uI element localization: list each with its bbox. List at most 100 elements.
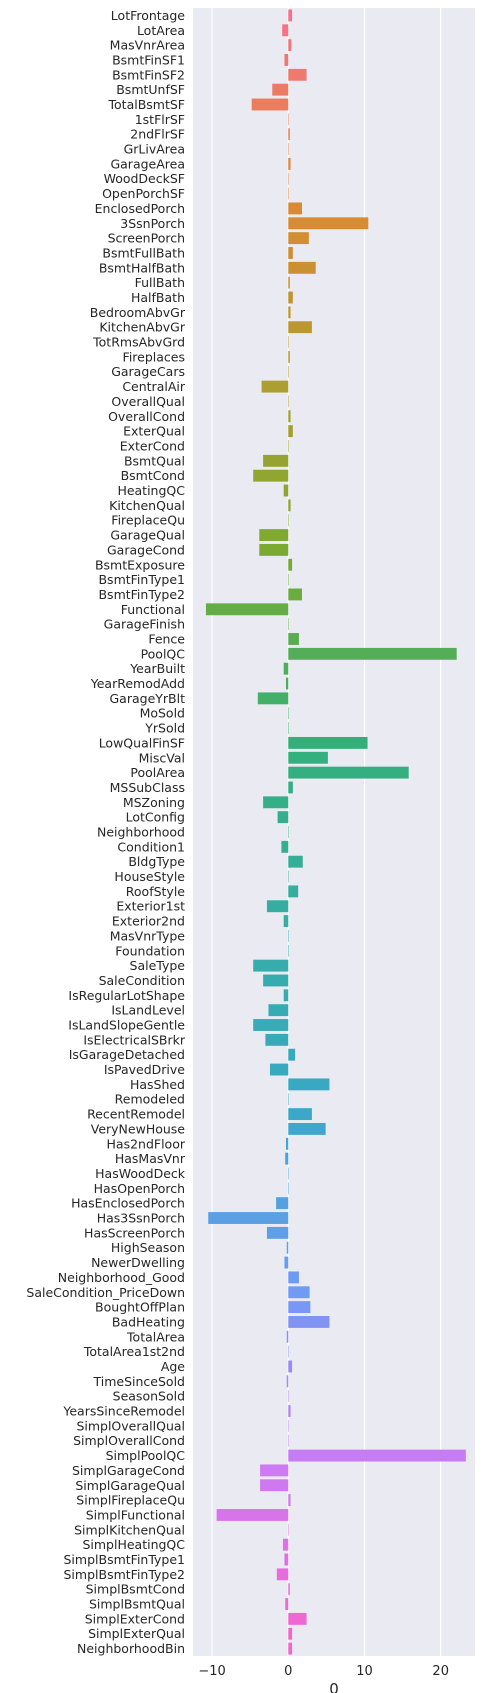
y-tick-label: Age: [161, 1359, 185, 1374]
y-tick-label: BadHeating: [112, 1314, 185, 1329]
bar-GarageFinish: [288, 618, 289, 631]
y-tick-label: PoolArea: [130, 765, 185, 780]
bar-BsmtFinType1: [288, 573, 289, 586]
bar-SimplBsmtQual: [285, 1598, 289, 1610]
bar-SimplFireplaceQu: [288, 1494, 291, 1507]
bar-BsmtFinSF1: [284, 54, 289, 66]
bar-OverallCond: [288, 410, 291, 423]
y-tick-label: SaleCondition: [99, 973, 185, 988]
y-tick-label: HasMasVnr: [115, 1151, 186, 1166]
y-tick-label: YearsSinceRemodel: [62, 1404, 185, 1419]
y-tick-label: IsPavedDrive: [104, 1062, 185, 1077]
y-tick-label: TimeSinceSold: [93, 1374, 185, 1389]
bar-Exterior1st: [266, 900, 289, 913]
bar-Has2ndFloor: [285, 1137, 289, 1150]
bar-GarageQual: [259, 529, 289, 542]
bar-TotalArea1st2nd: [288, 1345, 289, 1358]
bar-Remodeled: [288, 1093, 289, 1106]
x-tick-label: −10: [198, 1664, 225, 1679]
y-tick-label: IsRegularLotShape: [68, 988, 185, 1003]
y-tick-label: SimplHeatingQC: [82, 1537, 185, 1552]
bar-HasMasVnr: [285, 1152, 289, 1165]
bar-TotRmsAbvGrd: [288, 336, 289, 348]
bar-MiscVal: [288, 751, 328, 764]
y-tick-label: Condition1: [117, 839, 185, 854]
bar-HasOpenPorch: [288, 1182, 289, 1195]
bar-Neighborhood: [288, 826, 289, 838]
bar-Fireplaces: [288, 350, 290, 363]
bar-MSSubClass: [288, 781, 293, 794]
bar-Neighborhood_Good: [288, 1271, 299, 1284]
y-tick-label: MSSubClass: [110, 780, 185, 795]
y-tick-label: Foundation: [115, 943, 185, 958]
y-tick-label: KitchenAbvGr: [99, 320, 186, 335]
bar-MasVnrType: [288, 929, 289, 942]
bar-SimplExterCond: [288, 1612, 307, 1625]
bar-HasScreenPorch: [266, 1226, 289, 1239]
y-tick-label: BoughtOffPlan: [95, 1300, 185, 1315]
bar-Age: [288, 1360, 293, 1373]
y-tick-label: 2ndFlrSF: [130, 127, 185, 142]
bar-BsmtFinType2: [288, 588, 302, 601]
bar-FullBath: [288, 276, 290, 289]
bar-HasShed: [288, 1078, 330, 1091]
y-tick-label: SimplGarageQual: [75, 1478, 185, 1493]
y-tick-label: BsmtHalfBath: [99, 260, 185, 275]
y-tick-label: SimplFunctional: [86, 1507, 185, 1522]
bar-Foundation: [288, 944, 289, 957]
y-tick-label: RoofStyle: [126, 884, 186, 899]
y-tick-label: OpenPorchSF: [102, 186, 185, 201]
bar-IsLandLevel: [268, 1004, 289, 1017]
y-tick-label: GarageQual: [110, 528, 185, 543]
bar-SimplBsmtCond: [288, 1583, 290, 1596]
y-tick-label: LotFrontage: [111, 8, 186, 23]
y-tick-label: 3SsnPorch: [120, 216, 185, 231]
y-tick-label: BsmtFinType2: [98, 587, 185, 602]
bar-SimplKitchenQual: [288, 1523, 289, 1536]
bar-OverallQual: [288, 395, 289, 408]
y-tick-label: SimplOverallCond: [73, 1433, 185, 1448]
bar-BsmtFullBath: [288, 247, 293, 259]
y-tick-label: TotRmsAbvGrd: [92, 335, 185, 350]
y-tick-label: SimplExterQual: [88, 1626, 185, 1641]
y-tick-label: HasOpenPorch: [94, 1181, 185, 1196]
bar-3SsnPorch: [288, 217, 369, 230]
y-tick-label: MoSold: [140, 706, 185, 721]
y-tick-label: BedroomAbvGr: [90, 305, 186, 320]
bar-SimplOverallCond: [288, 1434, 289, 1447]
y-tick-label: IsElectricalSBrkr: [83, 1032, 186, 1047]
y-tick-label: Functional: [121, 602, 185, 617]
bar-NewerDwelling: [284, 1256, 289, 1269]
y-tick-label: RecentRemodel: [87, 1107, 185, 1122]
bar-Has3SsnPorch: [208, 1212, 289, 1224]
bar-SimplPoolQC: [288, 1449, 466, 1462]
y-tick-label: IsGarageDetached: [69, 1047, 185, 1062]
bar-GarageYrBlt: [257, 692, 289, 705]
y-tick-label: Remodeled: [115, 1092, 185, 1107]
bar-BsmtCond: [253, 469, 289, 482]
y-tick-label: EnclosedPorch: [95, 201, 185, 216]
y-tick-label: BsmtCond: [121, 468, 185, 483]
bar-HalfBath: [288, 291, 293, 304]
y-tick-label: HighSeason: [111, 1240, 185, 1255]
bar-SaleCondition_PriceDown: [288, 1286, 310, 1299]
bar-GrLivArea: [288, 143, 289, 155]
bar-SimplHeatingQC: [282, 1538, 289, 1551]
bar-HouseStyle: [288, 870, 289, 883]
plot-area: [193, 8, 475, 1656]
x-axis-label: 0: [329, 1680, 339, 1693]
y-tick-label: HasWoodDeck: [95, 1166, 186, 1181]
y-tick-label: FireplaceQu: [111, 513, 185, 528]
bar-TimeSinceSold: [286, 1375, 289, 1388]
bar-BsmtUnfSF: [272, 83, 289, 96]
x-tick-label: 20: [432, 1664, 449, 1679]
y-tick-label: GarageCond: [107, 542, 185, 557]
y-tick-label: Neighborhood_Good: [58, 1270, 185, 1285]
bar-RoofStyle: [288, 885, 299, 898]
y-tick-label: SaleType: [130, 958, 186, 973]
bar-OpenPorchSF: [288, 187, 289, 200]
bar-ScreenPorch: [288, 232, 309, 245]
bar-BadHeating: [288, 1316, 330, 1328]
y-tick-label: LotArea: [137, 23, 185, 38]
